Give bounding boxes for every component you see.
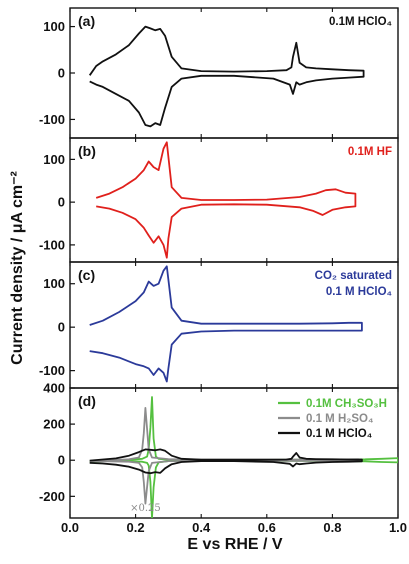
- y-tick-label: 0: [58, 66, 65, 81]
- series-line-cv-2: [95, 141, 357, 259]
- condition-label: 0.1M HF: [348, 146, 392, 158]
- y-tick-label: -100: [39, 237, 65, 252]
- panel-b: 100 0 -100 (b) 0.1M HF: [39, 137, 399, 263]
- series-line-cv-3: [89, 265, 363, 383]
- panel-label: (d): [78, 393, 96, 409]
- panel-frame: [69, 387, 399, 519]
- x-tick-label: 0.4: [192, 520, 211, 535]
- y-tick-label: 100: [43, 152, 65, 167]
- y-tick-label: 100: [43, 19, 65, 34]
- x-tick-label: 0.2: [127, 520, 145, 535]
- series-line-cv-1: [88, 25, 365, 128]
- x-tick-label: 1.0: [389, 520, 407, 535]
- panel-d: 400 200 0 -200 (d) 0.1M CH₃SO₃H 0.1 M H₂SO₄ 0.1…: [39, 381, 399, 519]
- y-axis-title: Current density / μA cm⁻²: [9, 171, 26, 365]
- y-tick-label: -200: [39, 489, 65, 504]
- condition-label: CO₂ saturated: [315, 270, 392, 282]
- y-tick-label: 200: [43, 417, 65, 432]
- y-tick-label: -100: [39, 363, 65, 378]
- x-tick-label: 0.8: [323, 520, 341, 535]
- panel-label: (a): [78, 13, 95, 29]
- y-tick-label: -100: [39, 112, 65, 127]
- series-line-0-1-m-hclo-: [89, 448, 363, 475]
- x-tick-label: 0.0: [61, 520, 79, 535]
- legend-entry: 0.1 M H₂SO₄: [306, 413, 373, 425]
- panel-a: 100 0 -100 (a) 0.1M HClO₄: [39, 7, 399, 139]
- y-tick-label: 100: [43, 276, 65, 291]
- y-tick-label: 0: [58, 453, 65, 468]
- panel-label: (c): [78, 267, 95, 283]
- condition-label: 0.1 M HClO₄: [326, 286, 392, 298]
- x-tick-labels: 0.0 0.2 0.4 0.6 0.8 1.0: [61, 520, 407, 535]
- y-tick-label: 400: [43, 381, 65, 396]
- series-line-0-1m-ch-so-h: [89, 396, 398, 518]
- condition-label: 0.1M HClO₄: [329, 16, 392, 28]
- x-axis-title: E vs RHE / V: [187, 536, 282, 553]
- legend-entry: 0.1M CH₃SO₃H: [306, 398, 387, 410]
- x-tick-label: 0.6: [258, 520, 276, 535]
- scale-annotation: ×0.25: [130, 503, 161, 514]
- panel-label: (b): [78, 143, 96, 159]
- legend-entry: 0.1 M HClO₄: [306, 428, 372, 440]
- y-tick-label: 0: [58, 195, 65, 210]
- panel-c: 100 0 -100 (c) CO₂ saturated 0.1 M HClO₄: [39, 261, 399, 389]
- y-tick-label: 0: [58, 320, 65, 335]
